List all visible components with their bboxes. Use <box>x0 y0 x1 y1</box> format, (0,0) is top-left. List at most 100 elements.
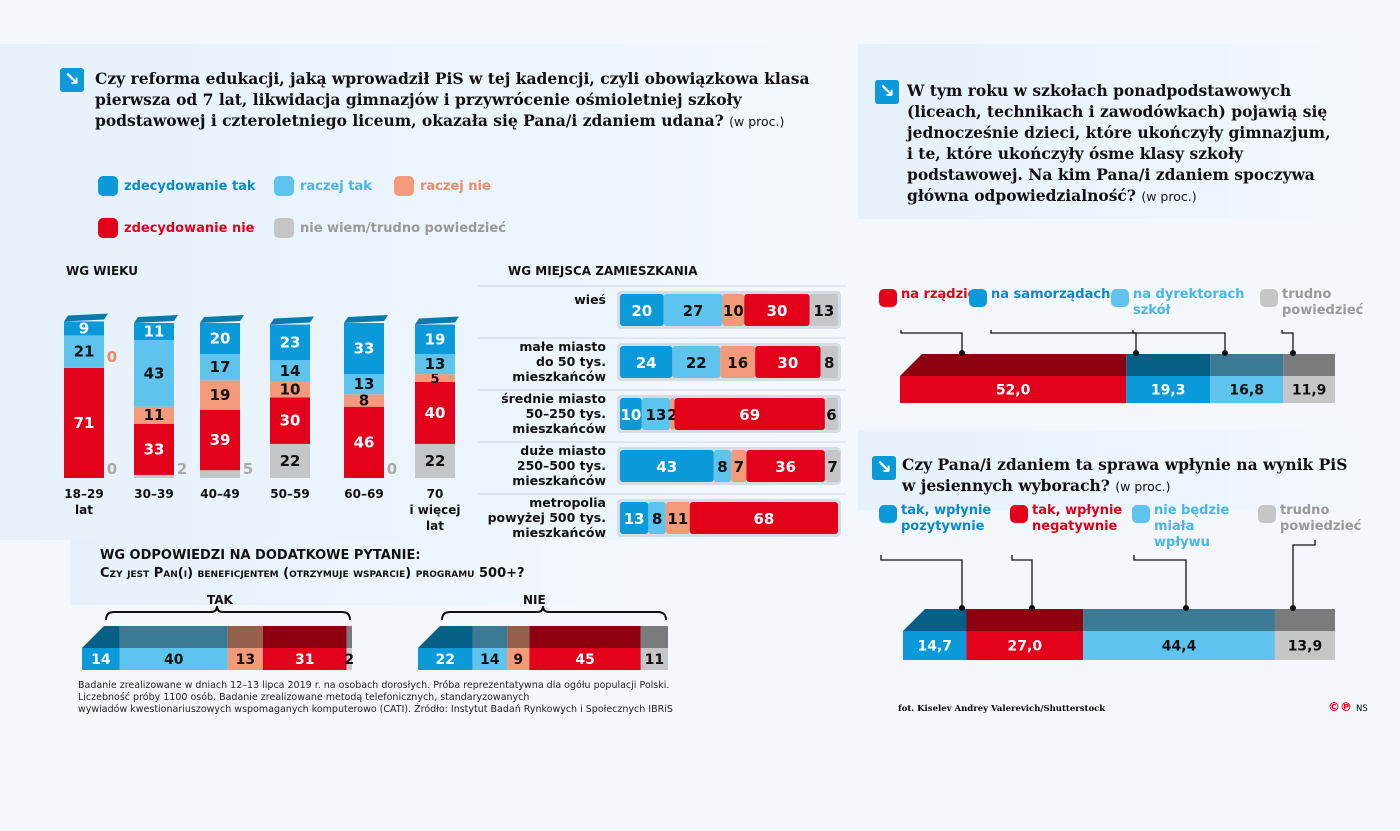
impact-bar-value-label: 27,0 <box>1008 639 1043 655</box>
residence-category-label: 250–500 tys. <box>517 458 606 473</box>
legend-item: raczej tak <box>274 176 372 196</box>
age-segment <box>134 323 174 341</box>
impact-bar-value-label: 13,9 <box>1288 639 1323 655</box>
residence-segment <box>755 346 821 378</box>
age-value-label: 14 <box>280 362 301 380</box>
program500-bar-segment <box>640 648 668 670</box>
age-value-label: 5 <box>430 372 439 387</box>
legend-swatch <box>98 218 118 238</box>
leader-line <box>880 555 963 608</box>
age-segment <box>344 406 384 478</box>
legend-swatch <box>1260 289 1278 307</box>
callout-label: tak, wpłynie pozytywnie <box>901 503 992 534</box>
footnote-line: Liczebność próby 1100 osób. Badanie zrea… <box>78 692 530 703</box>
residence-segment <box>689 502 838 534</box>
residence-value-label: 8 <box>652 510 662 528</box>
legend-item: nie wiem/trudno powiedzieć <box>274 218 506 238</box>
age-value-label: 8 <box>359 392 369 410</box>
age-value-label: 40 <box>425 404 446 422</box>
program500-bar-value-label: 45 <box>575 652 594 668</box>
impact-bar-segment <box>1083 631 1275 660</box>
residence-category-label: mieszkańców <box>512 421 606 436</box>
arrow-icon: ↘ <box>872 456 896 480</box>
legend-label: raczej nie <box>420 178 491 194</box>
leader-line <box>900 330 963 353</box>
age-segment <box>200 323 240 354</box>
age-segment <box>415 374 455 382</box>
responsibility-bar-top-face <box>1283 354 1335 376</box>
legend-swatch <box>879 505 897 523</box>
residence-value-label: 24 <box>636 354 657 372</box>
program500-bar-value-label: 2 <box>344 652 354 668</box>
program500-bar-segment <box>418 648 473 670</box>
responsibility-bar-value-label: 16,8 <box>1229 383 1264 399</box>
residence-segment <box>665 502 690 534</box>
age-segment <box>415 381 455 444</box>
residence-segment <box>620 502 649 534</box>
program500-bar-segment <box>82 648 120 670</box>
callout-label: nie będzie miała wpływu <box>1154 503 1230 550</box>
residence-value-label: 69 <box>739 406 760 424</box>
leader-dot <box>1290 605 1296 611</box>
unit-label: (w proc.) <box>1141 189 1197 204</box>
responsibility-bar-value-label: 19,3 <box>1151 383 1186 399</box>
legend-label: zdecydowanie nie <box>124 220 255 236</box>
age-value-label: 11 <box>144 323 165 341</box>
program500-bar-top-face <box>507 626 530 648</box>
program500-bar-segment <box>262 648 347 670</box>
age-value-label: 30 <box>280 412 301 430</box>
residence-value-label: 27 <box>683 302 704 320</box>
residence-segment <box>672 346 721 378</box>
age-segment <box>344 394 384 407</box>
age-value-label: 71 <box>74 414 95 432</box>
responsibility-bar-segment <box>1283 376 1335 403</box>
residence-value-label: 16 <box>727 354 748 372</box>
residence-segment <box>722 294 745 326</box>
legend-swatch <box>1111 289 1129 307</box>
left-title: Czy reforma edukacji, jaką wprowadził Pi… <box>95 68 825 132</box>
tak-label: TAK <box>207 593 233 607</box>
age-segment <box>415 354 455 375</box>
age-column-top <box>200 315 244 323</box>
residence-value-label: 2 <box>667 406 677 424</box>
residence-category-label: do 50 tys. <box>536 354 606 369</box>
residence-segment <box>674 398 825 430</box>
leader-line <box>1292 540 1316 608</box>
residence-category-label: mieszkańców <box>512 473 606 488</box>
age-segment <box>200 380 240 410</box>
residence-value-label: 36 <box>775 458 796 476</box>
residence-segment <box>720 346 756 378</box>
residence-category-label: mieszkańców <box>512 369 606 384</box>
age-category-label: i więcej <box>410 503 461 517</box>
age-segment <box>64 335 104 368</box>
residence-value-label: 20 <box>631 302 652 320</box>
leader-dot <box>959 350 965 356</box>
value-label-outside: 5 <box>243 460 253 478</box>
program500-bar-top-face <box>82 626 120 648</box>
program500-bar-value-label: 11 <box>645 652 664 668</box>
age-segment <box>200 354 240 381</box>
right-top-panel <box>858 44 1366 219</box>
age-category-label: 70 <box>427 487 444 501</box>
program500-bar-segment <box>529 648 641 670</box>
legend-label: zdecydowanie tak <box>124 178 256 194</box>
responsibility-bar-segment <box>900 376 1127 403</box>
responsibility-bar-value-label: 11,9 <box>1292 383 1327 399</box>
residence-segment <box>663 294 723 326</box>
callout-label: na samorządach <box>991 287 1111 302</box>
residence-value-label: 30 <box>777 354 798 372</box>
age-segment <box>270 324 310 361</box>
age-value-label: 33 <box>144 440 165 458</box>
residence-value-label: 43 <box>656 458 677 476</box>
impact-bar-value-label: 14,7 <box>917 639 952 655</box>
legend-label: raczej tak <box>300 178 372 194</box>
program500-bar-value-label: 40 <box>164 652 184 668</box>
legend-item: zdecydowanie tak <box>98 176 256 196</box>
impact-bar-segment <box>1274 631 1335 660</box>
residence-value-label: 13 <box>624 510 645 528</box>
unit-label: (w proc.) <box>729 114 785 129</box>
age-column-top <box>64 313 108 322</box>
impact-bar-top-face <box>1274 609 1335 631</box>
residence-category-label: 50–250 tys. <box>526 406 606 421</box>
age-segment <box>270 443 310 478</box>
